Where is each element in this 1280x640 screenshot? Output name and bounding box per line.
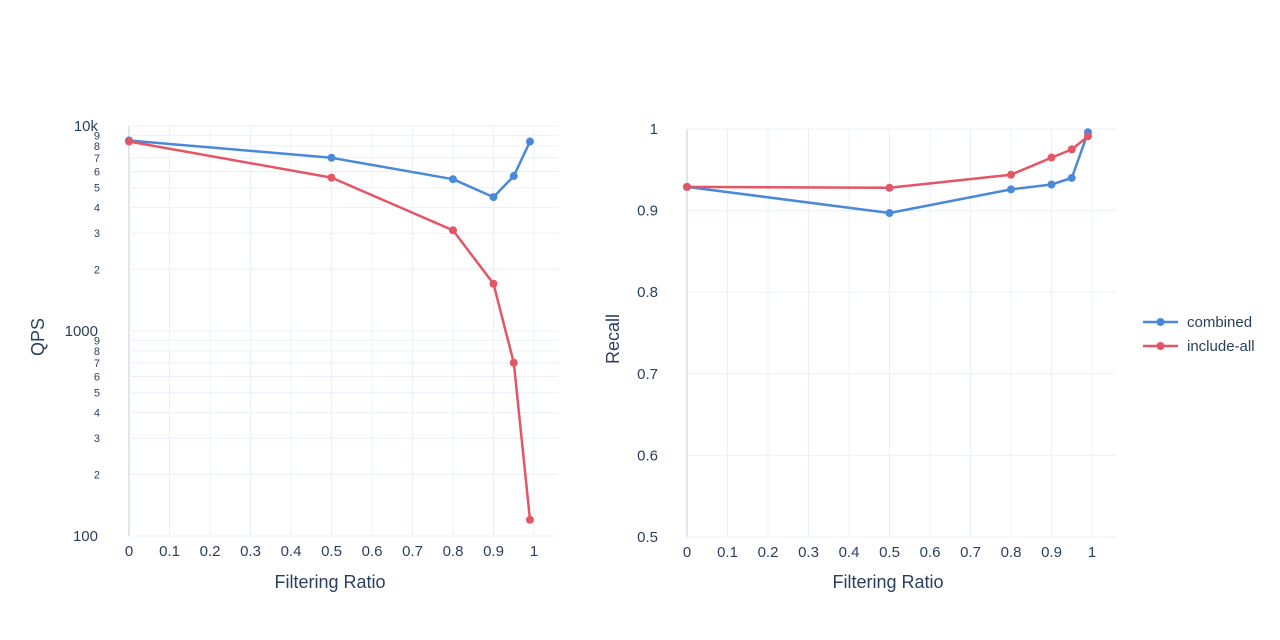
x-tick-label: 0.9 <box>1041 544 1062 561</box>
x-tick-label: 0.5 <box>321 543 342 560</box>
y-minor-tick-label: 9 <box>94 335 100 347</box>
y-minor-tick-label: 7 <box>94 153 100 165</box>
y-minor-tick-label: 3 <box>94 228 100 240</box>
y-minor-tick-label: 8 <box>94 346 100 358</box>
data-point-combined <box>1047 180 1056 189</box>
x-tick-label: 0.6 <box>920 544 941 561</box>
y-minor-tick-label: 4 <box>94 408 100 420</box>
x-tick-label: 0.8 <box>1001 544 1022 561</box>
data-point-include-all <box>525 515 534 524</box>
x-tick-label: 0.9 <box>483 543 504 560</box>
series-line-include-all <box>128 140 532 520</box>
y-minor-tick-label: 4 <box>94 203 100 215</box>
x-tick-label: 0.2 <box>758 544 779 561</box>
x-axis-title: Filtering Ratio <box>274 572 385 592</box>
x-tick-label: 0.5 <box>879 544 900 561</box>
data-point-combined <box>327 153 336 162</box>
x-tick-label: 0 <box>125 543 133 560</box>
data-point-combined <box>489 193 498 202</box>
legend: combined include-all <box>1143 314 1255 355</box>
series-line-include-all <box>686 135 1089 190</box>
y-minor-tick-label: 2 <box>94 469 100 481</box>
y-tick-label: 0.9 <box>637 203 658 220</box>
y-major-tick-label: 10k <box>74 118 99 135</box>
data-point-include-all <box>885 183 894 192</box>
data-point-combined <box>1067 173 1076 182</box>
data-point-include-all <box>449 226 457 235</box>
y-minor-tick-label: 3 <box>94 433 100 445</box>
y-tick-label: 0.8 <box>637 284 658 301</box>
data-point-include-all <box>509 358 518 367</box>
y-minor-tick-label: 5 <box>94 183 100 195</box>
y-major-tick-label: 1000 <box>65 323 98 340</box>
data-point-combined <box>1007 185 1015 194</box>
x-tick-label: 0.7 <box>960 544 981 561</box>
y-major-tick-label: 100 <box>73 528 98 545</box>
x-tick-label: 0.1 <box>159 543 180 560</box>
y-minor-tick-label: 7 <box>94 358 100 370</box>
y-minor-tick-label: 2 <box>94 264 100 276</box>
data-point-include-all <box>125 137 133 146</box>
y-tick-label: 1 <box>650 121 658 138</box>
x-tick-label: 0.4 <box>839 544 860 561</box>
x-tick-label: 1 <box>530 543 538 560</box>
y-tick-label: 0.5 <box>637 529 658 546</box>
data-point-include-all <box>1083 132 1092 141</box>
data-point-combined <box>885 209 894 218</box>
series-line-combined <box>686 131 1090 215</box>
y-minor-tick-label: 9 <box>94 130 100 142</box>
data-point-combined <box>525 137 534 146</box>
x-tick-label: 0.8 <box>443 543 464 560</box>
y-axis-title: Recall <box>603 314 623 364</box>
y-minor-tick-label: 8 <box>94 141 100 153</box>
legend-item-label: combined <box>1187 314 1252 331</box>
data-point-include-all <box>1007 170 1015 179</box>
y-tick-label: 0.6 <box>637 447 658 464</box>
data-point-combined <box>449 175 457 184</box>
chart-panel-2: 0.5 0.6 0.7 0.8 0.9 1 0 0.1 0.2 0.3 0.4 0.5 0.6 0.7 0.… <box>603 121 1116 592</box>
x-tick-label: 0 <box>683 544 691 561</box>
y-minor-tick-label: 6 <box>94 166 100 178</box>
x-axis-title: Filtering Ratio <box>832 572 943 592</box>
x-tick-label: 0.2 <box>200 543 221 560</box>
x-tick-label: 0.4 <box>281 543 302 560</box>
y-minor-tick-label: 6 <box>94 371 100 383</box>
x-tick-label: 1 <box>1088 544 1096 561</box>
series-line-combined <box>128 139 532 199</box>
x-tick-label: 0.3 <box>798 544 819 561</box>
y-axis-title: QPS <box>28 318 48 356</box>
x-tick-label: 0.1 <box>717 544 738 561</box>
legend-swatch-marker <box>1156 342 1165 350</box>
x-tick-label: 0.6 <box>362 543 383 560</box>
data-point-combined <box>509 172 518 181</box>
data-point-include-all <box>1067 145 1076 154</box>
data-point-include-all <box>683 182 691 191</box>
y-tick-label: 0.7 <box>637 366 658 383</box>
data-point-include-all <box>489 279 498 288</box>
data-point-include-all <box>1047 153 1056 162</box>
x-tick-label: 0.7 <box>402 543 423 560</box>
legend-swatch-marker <box>1156 318 1165 326</box>
x-tick-label: 0.3 <box>240 543 261 560</box>
data-point-include-all <box>327 173 336 182</box>
y-minor-tick-label: 5 <box>94 388 100 400</box>
legend-item-label: include-all <box>1187 338 1255 355</box>
